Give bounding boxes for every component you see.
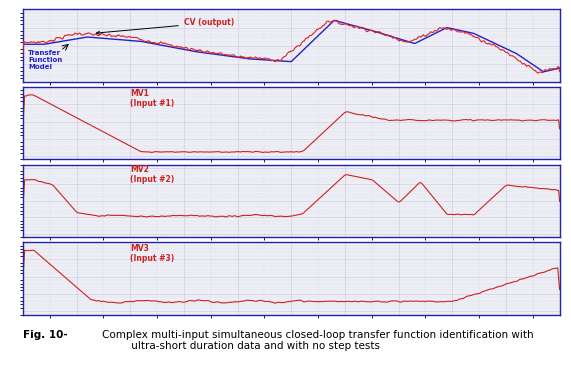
Text: CV (output): CV (output): [96, 19, 234, 34]
Text: MV2
(Input #2): MV2 (Input #2): [130, 165, 174, 184]
Text: MV1
(Input #1): MV1 (Input #1): [130, 89, 174, 108]
Text: MV3
(Input #3): MV3 (Input #3): [130, 244, 174, 263]
Text: Fig. 10-: Fig. 10-: [23, 330, 67, 340]
Text: Transfer
Function
Model: Transfer Function Model: [28, 50, 62, 70]
Text: Complex multi-input simultaneous closed-loop transfer function identification wi: Complex multi-input simultaneous closed-…: [89, 330, 533, 351]
